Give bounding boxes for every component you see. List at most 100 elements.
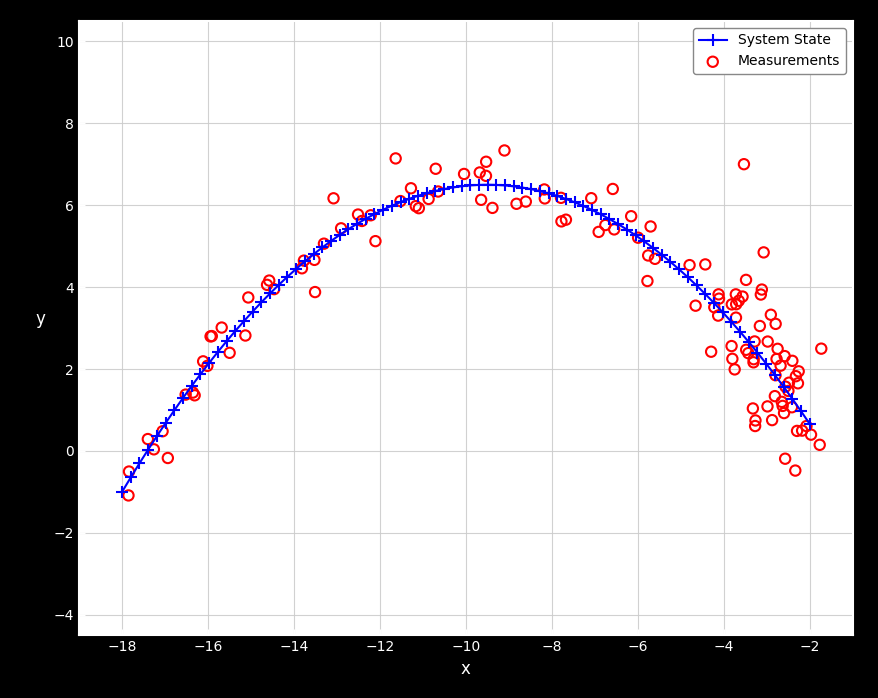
Measurements: [773, 360, 787, 371]
Measurements: [777, 453, 791, 464]
Measurements: [763, 309, 777, 320]
Measurements: [756, 247, 770, 258]
Measurements: [768, 353, 782, 364]
Measurements: [267, 283, 281, 295]
System State: [543, 189, 553, 198]
Measurements: [736, 158, 750, 170]
Measurements: [730, 295, 745, 306]
Measurements: [703, 346, 717, 357]
Measurements: [607, 224, 621, 235]
Measurements: [640, 250, 654, 261]
Measurements: [710, 289, 724, 300]
Measurements: [640, 276, 654, 287]
Measurements: [430, 186, 444, 197]
Measurements: [747, 336, 761, 347]
Measurements: [553, 192, 567, 203]
Measurements: [788, 371, 802, 382]
Measurements: [473, 194, 487, 205]
Measurements: [784, 355, 798, 366]
Measurements: [778, 381, 792, 392]
Measurements: [777, 350, 791, 362]
Measurements: [723, 341, 738, 352]
Measurements: [355, 216, 369, 227]
Measurements: [497, 145, 511, 156]
Measurements: [759, 401, 774, 412]
Measurements: [307, 254, 321, 265]
Measurements: [753, 289, 767, 300]
Measurements: [812, 439, 826, 450]
Measurements: [813, 343, 827, 354]
System State: [594, 210, 605, 218]
Measurements: [326, 193, 340, 204]
Measurements: [598, 219, 612, 230]
Measurements: [735, 291, 749, 302]
Measurements: [770, 343, 784, 355]
System State: [482, 181, 493, 189]
System State: [569, 198, 579, 207]
Measurements: [682, 260, 696, 271]
Measurements: [485, 202, 499, 214]
Measurements: [591, 226, 605, 237]
Measurements: [710, 310, 724, 321]
Measurements: [509, 198, 523, 209]
Measurements: [774, 401, 788, 412]
Measurements: [262, 275, 276, 286]
Measurements: [121, 490, 135, 501]
Measurements: [554, 216, 568, 227]
Measurements: [238, 330, 252, 341]
Measurements: [161, 452, 175, 463]
Measurements: [724, 299, 738, 310]
Measurements: [798, 420, 812, 431]
Measurements: [350, 209, 364, 220]
Measurements: [479, 170, 493, 181]
Measurements: [767, 391, 781, 402]
Measurements: [697, 259, 711, 270]
Measurements: [421, 193, 435, 205]
Measurements: [222, 347, 236, 358]
Measurements: [214, 322, 228, 333]
Measurements: [630, 232, 644, 244]
Measurements: [647, 253, 661, 265]
Measurements: [408, 200, 422, 211]
Measurements: [711, 293, 725, 304]
Measurements: [404, 183, 418, 194]
Measurements: [740, 348, 754, 359]
Measurements: [767, 370, 781, 381]
Measurements: [747, 420, 761, 431]
Measurements: [687, 300, 702, 311]
Measurements: [241, 292, 255, 303]
Measurements: [767, 318, 781, 329]
Measurements: [781, 385, 795, 396]
Measurements: [728, 312, 742, 323]
Measurements: [307, 286, 321, 297]
Measurements: [729, 299, 743, 310]
Measurements: [795, 425, 809, 436]
Measurements: [200, 360, 214, 371]
Measurements: [789, 425, 803, 436]
X-axis label: x: x: [460, 660, 471, 678]
Measurements: [759, 336, 774, 347]
Measurements: [724, 353, 738, 364]
Measurements: [178, 389, 192, 400]
Measurements: [147, 444, 161, 455]
Measurements: [295, 262, 309, 274]
Measurements: [187, 389, 201, 401]
Measurements: [518, 196, 532, 207]
Measurements: [334, 223, 348, 234]
Measurements: [428, 163, 443, 174]
System State: [117, 488, 127, 496]
Measurements: [605, 184, 619, 195]
Measurements: [803, 429, 817, 440]
Measurements: [122, 466, 136, 477]
Measurements: [781, 377, 795, 388]
Measurements: [584, 193, 598, 204]
Measurements: [457, 168, 471, 179]
Measurements: [747, 415, 761, 426]
Measurements: [363, 209, 378, 221]
Measurements: [196, 356, 210, 367]
Measurements: [752, 320, 766, 332]
Measurements: [185, 387, 199, 398]
Measurements: [790, 378, 804, 389]
Measurements: [776, 408, 790, 419]
Measurements: [754, 284, 768, 295]
